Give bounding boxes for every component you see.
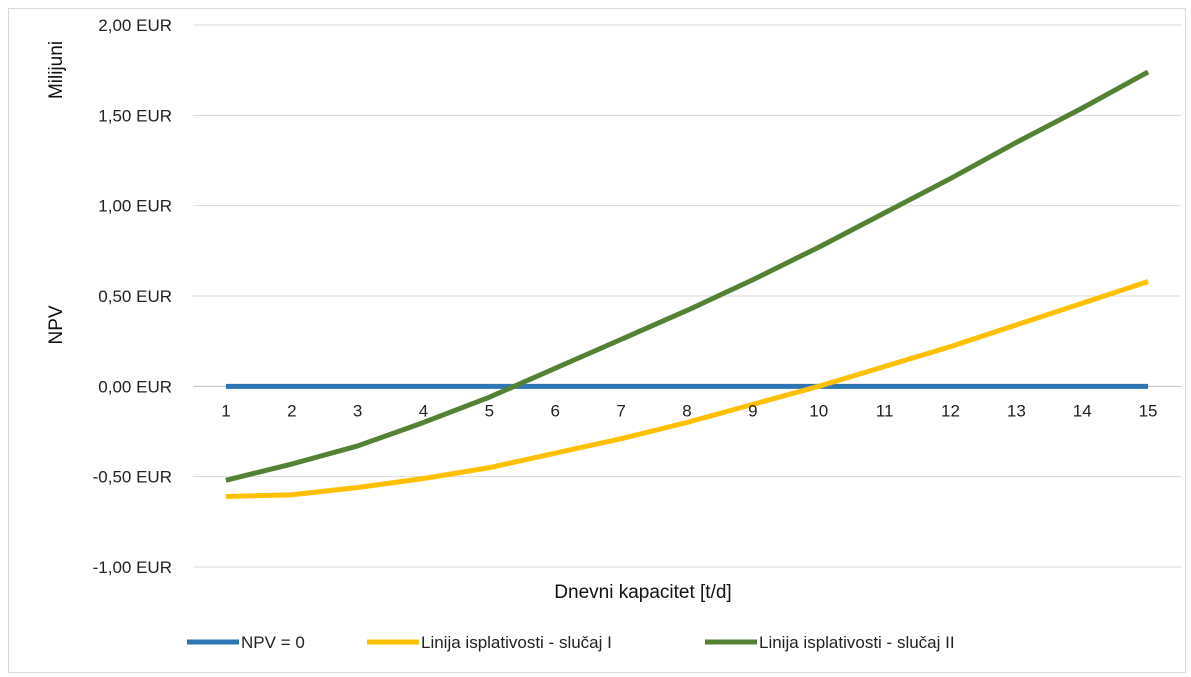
- y-tick-label: 1,50 EUR: [98, 106, 172, 125]
- x-tick-label: 2: [287, 401, 296, 420]
- y-tick-labels: 2,00 EUR 1,50 EUR 1,00 EUR 0,50 EUR 0,00 EUR…: [93, 16, 172, 577]
- x-tick-label: 3: [353, 401, 362, 420]
- x-tick-label: 6: [551, 401, 560, 420]
- x-tick-label: 11: [876, 401, 894, 420]
- legend-label: NPV = 0: [241, 633, 305, 652]
- x-axis-title: Dnevni kapacitet [t/d]: [554, 582, 731, 603]
- series-line-3: [225, 69, 1150, 483]
- y-tick-label: -1,00 EUR: [93, 558, 172, 577]
- x-tick-label: 8: [682, 401, 691, 420]
- legend: NPV = 0 Linija isplativosti - slučaj I Lin…: [187, 633, 955, 652]
- y-tick-label: 0,00 EUR: [98, 377, 172, 396]
- x-tick-label: 13: [1007, 401, 1026, 420]
- y-tick-label: 2,00 EUR: [98, 16, 172, 35]
- gridlines: [193, 24, 1181, 568]
- x-tick-label: 4: [419, 401, 428, 420]
- y-tick-label: 0,50 EUR: [98, 287, 172, 306]
- y-axis-title: NPV: [46, 305, 67, 344]
- series-lines: [225, 69, 1150, 500]
- x-tick-label: 15: [1139, 401, 1158, 420]
- x-tick-label: 9: [748, 401, 757, 420]
- y-tick-label: -0,50 EUR: [93, 468, 172, 487]
- x-tick-label: 1: [221, 401, 230, 420]
- y-tick-label: 1,00 EUR: [98, 197, 172, 216]
- x-tick-label: 12: [941, 401, 960, 420]
- series-line-2: [225, 279, 1149, 500]
- legend-label: Linija isplativosti - slučaj I: [421, 633, 612, 652]
- x-tick-labels: 1 2 3 4 5 6 7 8 9 10 11 12 13 14 15: [221, 401, 1157, 420]
- x-tick-label: 14: [1073, 401, 1092, 420]
- x-tick-label: 10: [809, 401, 828, 420]
- legend-label: Linija isplativosti - slučaj II: [759, 633, 955, 652]
- x-tick-label: 5: [485, 401, 494, 420]
- y-unit-label: Milijuni: [46, 41, 67, 99]
- x-tick-label: 7: [616, 401, 625, 420]
- chart-frame: [8, 8, 1186, 673]
